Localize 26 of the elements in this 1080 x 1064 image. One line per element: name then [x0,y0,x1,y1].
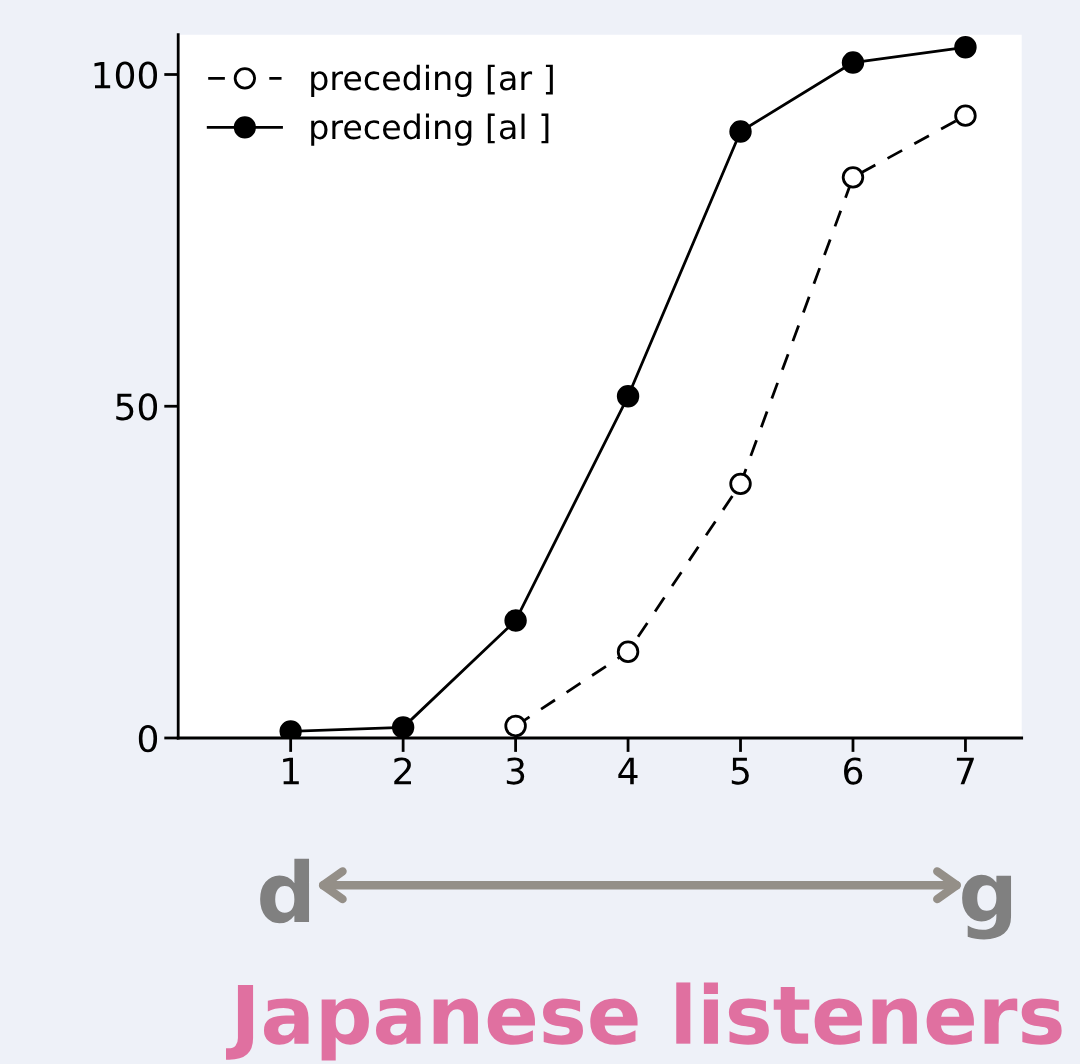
x-tick-label: 2 [394,757,411,785]
point [729,472,752,496]
point [391,716,415,738]
y-tick-label: 100 [94,61,158,89]
x-tick-label: 3 [506,757,525,785]
x-tick-label: 7 [956,757,974,785]
legend-label: preceding [ar ] [311,64,553,97]
point [616,385,640,408]
point [504,714,527,738]
point [954,104,977,127]
legend-label: preceding [al ] [311,113,549,146]
point [504,609,527,632]
text: Japanese listeners [226,982,1062,1061]
point [954,36,977,59]
point [616,640,640,663]
x-tick-label: 4 [618,757,638,785]
point [841,166,865,189]
x-tick-label: 6 [844,757,863,785]
text: d [260,858,310,924]
point [729,120,752,143]
x-tick-label: 5 [731,757,749,785]
text: g [962,874,1012,940]
y-tick-label: 0 [138,724,158,753]
x-tick-label: 1 [283,757,299,785]
y-tick-label: 50 [116,393,158,421]
point [841,51,865,74]
